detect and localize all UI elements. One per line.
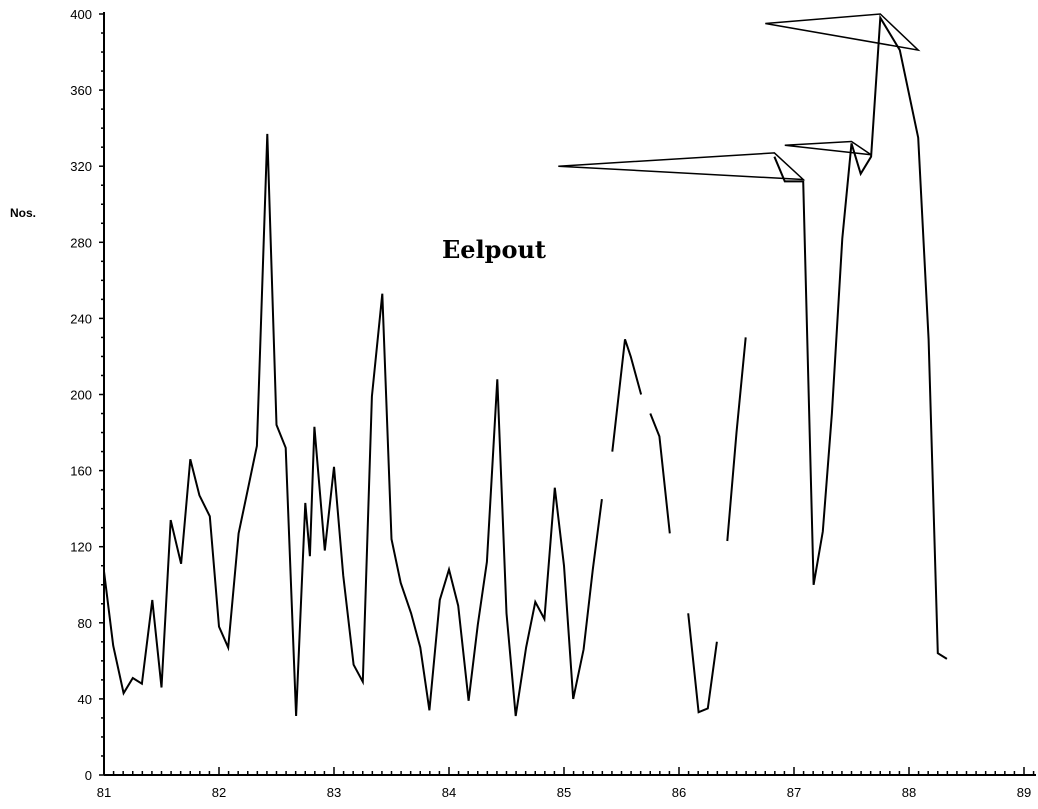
y-tick-label: 400 bbox=[70, 7, 92, 22]
x-tick-label: 88 bbox=[902, 785, 916, 800]
x-tick-label: 81 bbox=[97, 785, 111, 800]
x-tick-label: 89 bbox=[1017, 785, 1031, 800]
annotation-flag bbox=[558, 152, 806, 181]
y-tick-label: 360 bbox=[70, 83, 92, 98]
series-line-segment bbox=[103, 133, 603, 717]
x-ticks: 81 82 83 84 85 86 87 88 89 bbox=[97, 767, 1035, 800]
y-tick-label: 40 bbox=[78, 692, 92, 707]
y-tick-label: 0 bbox=[85, 768, 92, 783]
annotation-flag bbox=[784, 140, 872, 156]
x-axis: 81 82 83 84 85 86 87 88 89 bbox=[97, 767, 1036, 800]
y-tick-label: 320 bbox=[70, 159, 92, 174]
y-axis-label: Nos. bbox=[10, 206, 36, 220]
annotation-flags bbox=[558, 13, 921, 181]
chart-title: Eelpout bbox=[442, 235, 546, 264]
y-tick-label: 200 bbox=[70, 388, 92, 403]
x-tick-label: 84 bbox=[442, 785, 456, 800]
x-tick-label: 85 bbox=[557, 785, 571, 800]
x-tick-label: 83 bbox=[327, 785, 341, 800]
annotation-flag bbox=[765, 13, 921, 52]
series-line-segment bbox=[687, 613, 718, 714]
y-tick-label: 120 bbox=[70, 540, 92, 555]
y-ticks: 0 40 80 120 160 200 240 280 320 360 400 bbox=[70, 7, 104, 783]
x-tick-label: 87 bbox=[787, 785, 801, 800]
y-tick-label: 80 bbox=[78, 616, 92, 631]
series-line-segment bbox=[611, 338, 643, 452]
y-tick-label: 160 bbox=[70, 464, 92, 479]
y-axis: 0 40 80 120 160 200 240 280 320 360 400 bbox=[70, 7, 105, 783]
x-tick-label: 82 bbox=[212, 785, 226, 800]
series-line-segment bbox=[773, 14, 948, 660]
y-tick-label: 240 bbox=[70, 311, 92, 326]
data-series bbox=[103, 14, 948, 717]
x-tick-label: 86 bbox=[672, 785, 686, 800]
series-line-segment bbox=[726, 337, 747, 542]
y-tick-label: 280 bbox=[70, 235, 92, 250]
series-line-segment bbox=[649, 413, 671, 534]
